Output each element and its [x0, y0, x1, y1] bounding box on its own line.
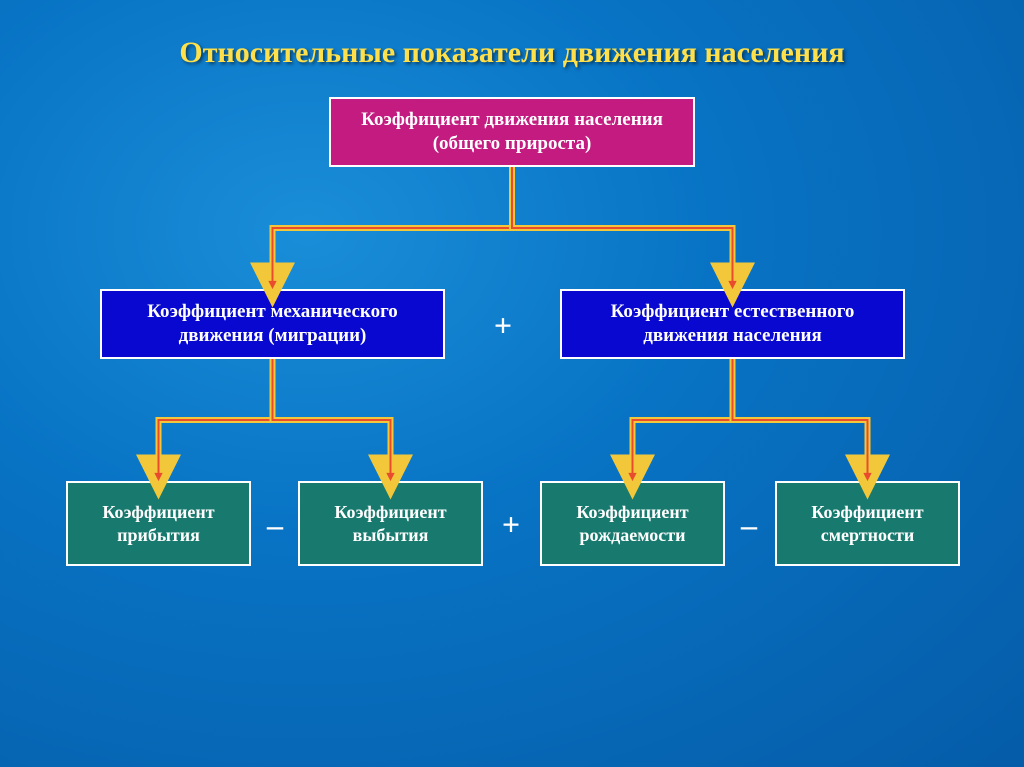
leaf1-line2: прибытия: [117, 525, 200, 545]
node-top-line1: Коэффициент движения населения: [361, 109, 663, 130]
node-top-line2: (общего прироста): [433, 133, 592, 154]
leaf3-line2: рождаемости: [580, 525, 686, 545]
leaf2-line1: Коэффициент: [334, 502, 446, 522]
leaf4-line1: Коэффициент: [811, 502, 923, 522]
node-mid-right-line2: движения населения: [643, 325, 822, 346]
page-title: Относительные показатели движения населе…: [0, 36, 1024, 70]
leaf3-line1: Коэффициент: [576, 502, 688, 522]
leaf2-line2: выбытия: [353, 525, 429, 545]
operator-plus-mid: +: [488, 307, 518, 344]
node-leaf-1: Коэффициент прибытия: [66, 481, 251, 566]
operator-minus-left: –: [260, 507, 290, 544]
operator-plus-bottom: +: [496, 506, 526, 543]
node-mid-left-line1: Коэффициент механического: [147, 301, 398, 322]
node-mid-left-line2: движения (миграции): [179, 325, 367, 346]
leaf1-line1: Коэффициент: [102, 502, 214, 522]
node-top: Коэффициент движения населения (общего п…: [329, 97, 695, 167]
node-mid-left: Коэффициент механического движения (мигр…: [100, 289, 445, 359]
node-mid-right-line1: Коэффициент естественного: [611, 301, 855, 322]
node-leaf-2: Коэффициент выбытия: [298, 481, 483, 566]
leaf4-line2: смертности: [821, 525, 914, 545]
node-leaf-3: Коэффициент рождаемости: [540, 481, 725, 566]
node-mid-right: Коэффициент естественного движения насел…: [560, 289, 905, 359]
operator-minus-right: –: [734, 507, 764, 544]
node-leaf-4: Коэффициент смертности: [775, 481, 960, 566]
